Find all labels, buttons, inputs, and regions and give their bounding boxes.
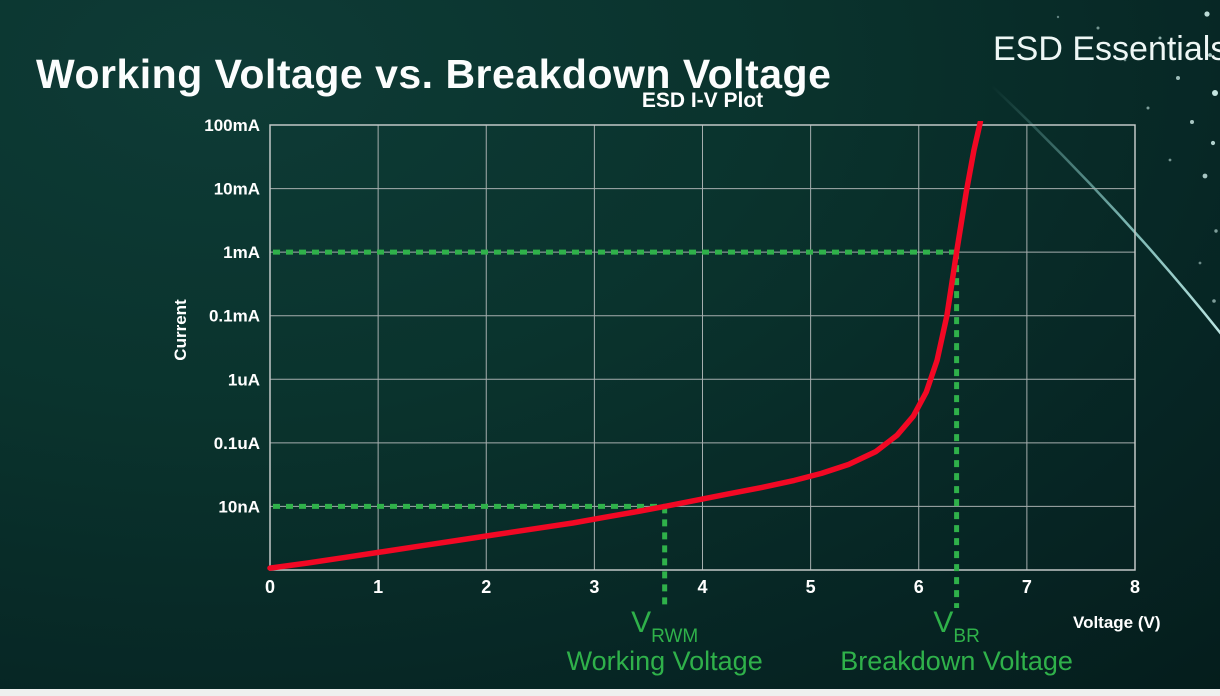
x-tick-label: 3	[589, 577, 599, 597]
decor-dots	[1056, 11, 1218, 303]
y-tick-label: 1mA	[223, 243, 260, 262]
decor-arc	[991, 85, 1220, 335]
y-tick-label: 1uA	[228, 370, 260, 389]
marker-symbol: VBR	[933, 606, 980, 647]
y-tick-label: 0.1mA	[209, 307, 260, 326]
marker-label-rwm: VRWM Working Voltage	[567, 606, 763, 677]
y-tick-label: 10nA	[218, 497, 260, 516]
x-tick-label: 1	[373, 577, 383, 597]
x-tick-label: 6	[914, 577, 924, 597]
iv-curve	[267, 121, 984, 571]
y-tick-label: 100mA	[204, 116, 260, 135]
x-tick-label: 4	[697, 577, 707, 597]
y-tick-label: 10mA	[214, 180, 260, 199]
marker-caption: Breakdown Voltage	[840, 646, 1073, 677]
x-tick-label: 2	[481, 577, 491, 597]
x-tick-label: 5	[806, 577, 816, 597]
page-title: Working Voltage vs. Breakdown Voltage	[36, 51, 832, 98]
marker-symbol: VRWM	[631, 606, 699, 647]
x-axis-label: Voltage (V)	[1073, 613, 1161, 632]
y-tick-label: 0.1uA	[214, 434, 260, 453]
chart-title: ESD I-V Plot	[641, 89, 764, 112]
marker-label-br: VBR Breakdown Voltage	[840, 606, 1073, 677]
marker-caption: Working Voltage	[566, 646, 763, 677]
x-tick-label: 8	[1130, 577, 1140, 597]
x-tick-label: 0	[265, 577, 275, 597]
bottom-strip	[0, 689, 1220, 696]
brand-logo-text: ESD Essentials	[993, 30, 1220, 68]
x-tick-label: 7	[1022, 577, 1032, 597]
plot-border	[269, 124, 1136, 571]
